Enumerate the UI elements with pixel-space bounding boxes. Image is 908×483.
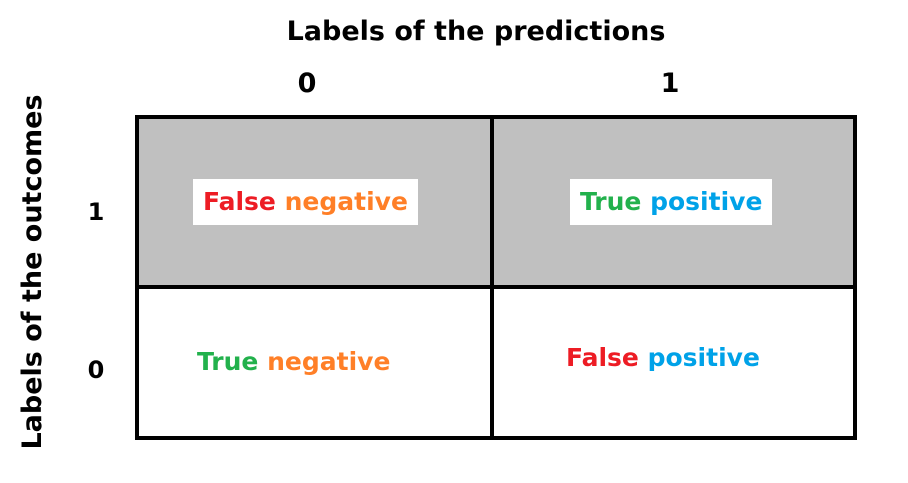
column-label-1: 1 bbox=[660, 68, 680, 99]
word-false: False bbox=[566, 343, 639, 372]
false-positive-label: False positive bbox=[566, 343, 760, 373]
word-true: True bbox=[197, 347, 259, 376]
true-negative-label: True negative bbox=[197, 347, 390, 377]
column-label-0: 0 bbox=[297, 68, 317, 99]
cell-false-negative: False negative bbox=[139, 119, 494, 289]
word-negative: negative bbox=[284, 187, 408, 216]
word-true: True bbox=[580, 187, 642, 216]
x-axis-title: Labels of the predictions bbox=[286, 16, 666, 47]
true-positive-label: True positive bbox=[570, 179, 773, 225]
cell-false-positive: False positive bbox=[494, 289, 853, 436]
false-negative-label: False negative bbox=[193, 179, 418, 225]
cell-true-positive: True positive bbox=[494, 119, 853, 289]
word-positive: positive bbox=[650, 187, 763, 216]
y-axis-title: Labels of the outcomes bbox=[17, 94, 48, 450]
word-positive: positive bbox=[647, 343, 760, 372]
word-negative: negative bbox=[267, 347, 391, 376]
row-label-1: 1 bbox=[87, 198, 105, 226]
confusion-matrix-grid: False negative True positive True negati… bbox=[135, 115, 857, 440]
row-label-0: 0 bbox=[87, 356, 105, 384]
word-false: False bbox=[203, 187, 276, 216]
cell-true-negative: True negative bbox=[139, 289, 494, 436]
